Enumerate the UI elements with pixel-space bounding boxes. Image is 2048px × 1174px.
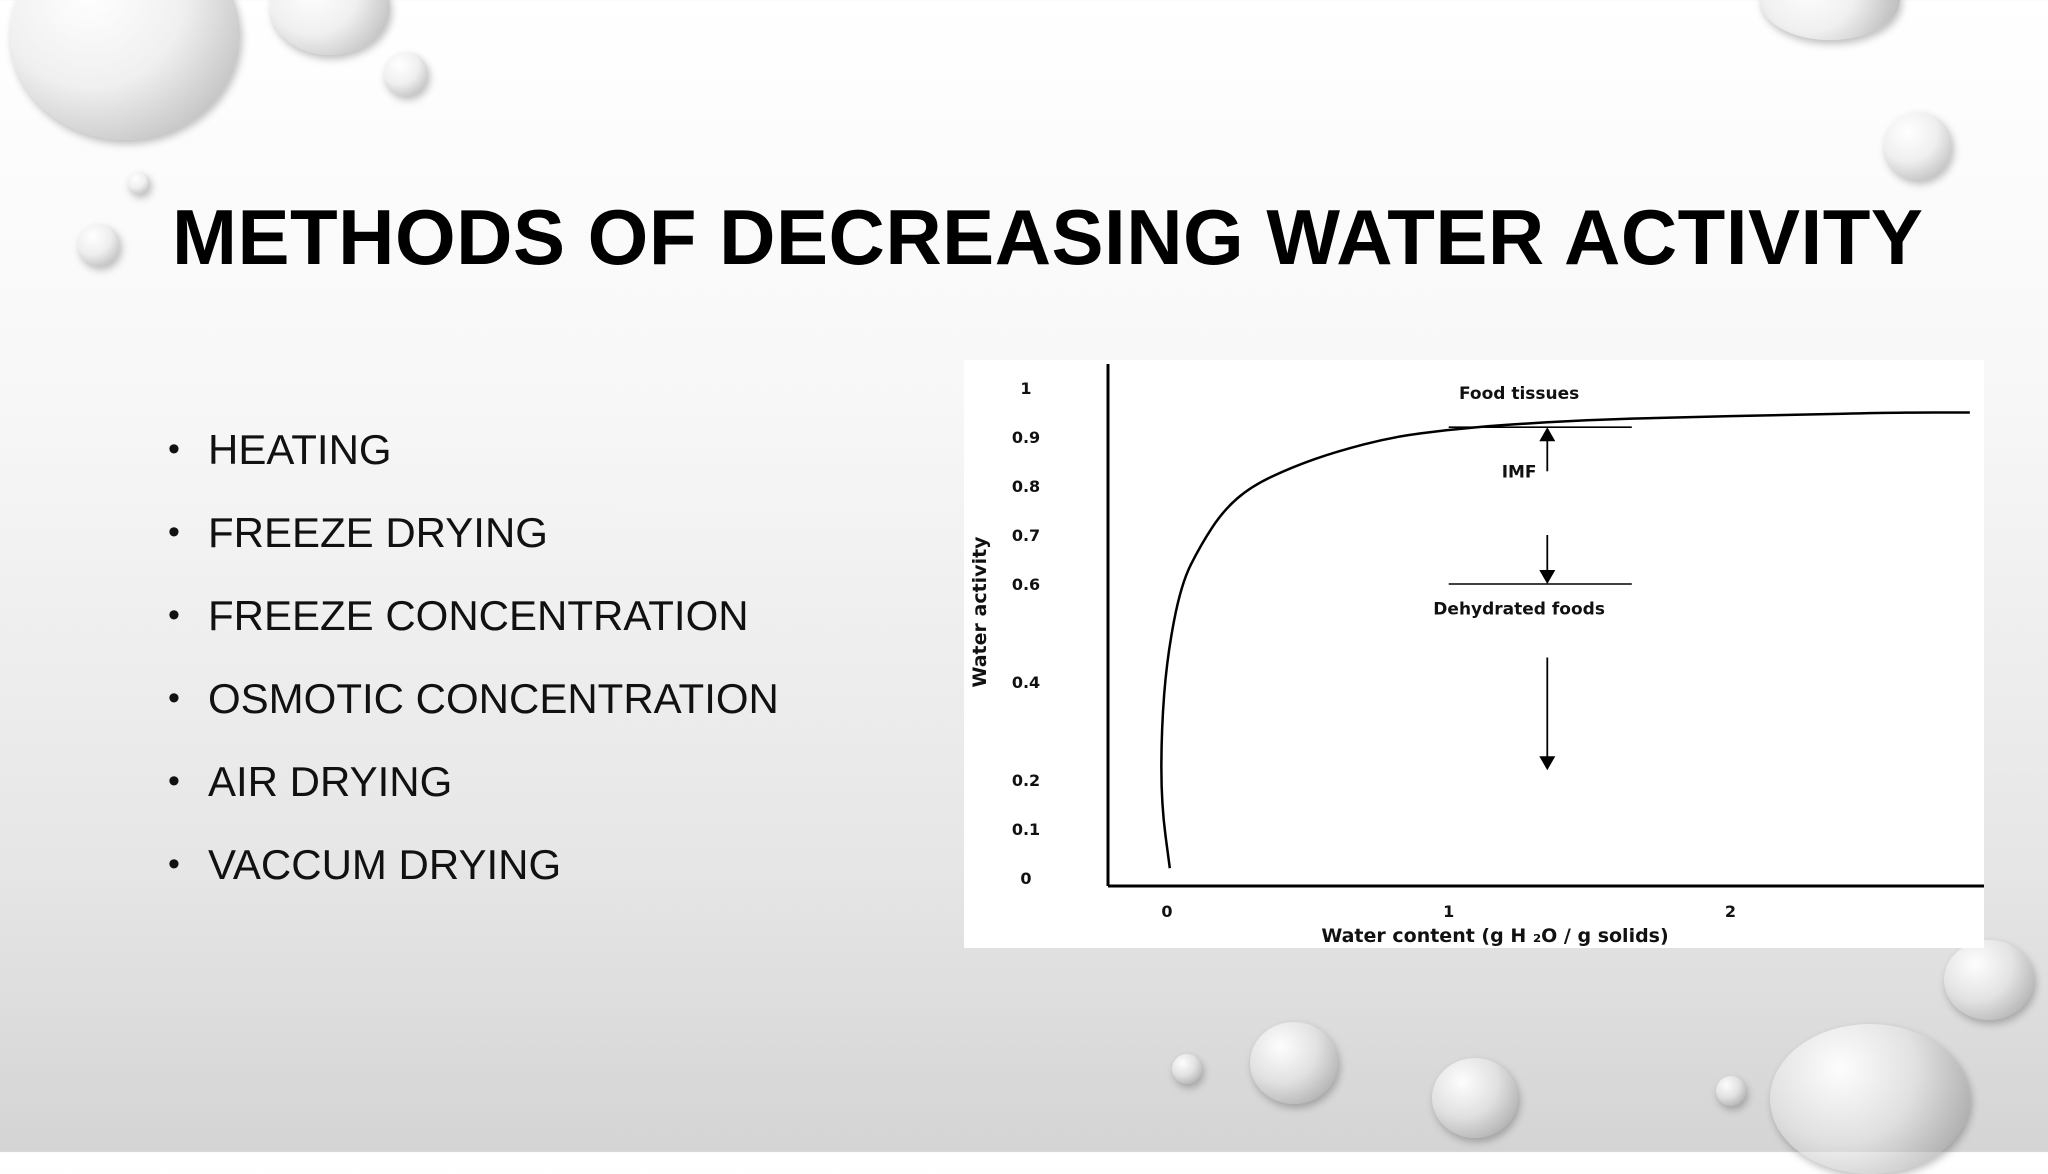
slide-title: METHODS OF DECREASING WATER ACTIVITY: [172, 193, 1924, 281]
bullet-item: • AIR DRYING: [168, 740, 779, 823]
y-tick-label: 0: [1020, 869, 1031, 888]
bullet-text: OSMOTIC CONCENTRATION: [208, 674, 779, 722]
water-drop-decoration: [270, 0, 390, 55]
chart-annotation: IMF: [1502, 462, 1537, 482]
bullet-item: • FREEZE CONCENTRATION: [168, 574, 779, 657]
y-tick-label: 0.2: [1012, 771, 1040, 790]
bullet-text: AIR DRYING: [208, 757, 453, 805]
arrow-head: [1539, 756, 1556, 771]
bullet-dot-icon: •: [168, 762, 180, 800]
arrow-head: [1539, 427, 1556, 442]
arrow-head: [1539, 570, 1556, 584]
chart-svg: 00.10.20.40.60.70.80.910123Food tissuesI…: [969, 364, 1984, 947]
water-drop-decoration: [1250, 1022, 1338, 1104]
x-tick-label: 1: [1443, 902, 1454, 921]
water-drop-decoration: [1770, 1024, 1970, 1174]
bullet-text: FREEZE CONCENTRATION: [208, 591, 749, 639]
bullet-item: • OSMOTIC CONCENTRATION: [168, 657, 779, 740]
bullet-item: • FREEZE DRYING: [168, 491, 779, 574]
water-drop-decoration: [1716, 1076, 1746, 1106]
chart-annotation: Dehydrated foods: [1433, 600, 1605, 620]
water-drop-decoration: [78, 224, 120, 266]
y-tick-label: 0.4: [1012, 673, 1040, 692]
bullet-dot-icon: •: [168, 513, 180, 551]
bullet-dot-icon: •: [168, 430, 180, 468]
water-drop-decoration: [1944, 940, 2034, 1020]
water-drop-decoration: [10, 0, 240, 140]
chart-annotation: Food tissues: [1459, 384, 1579, 404]
series-line: [1160, 411, 1970, 869]
chart-layer: 00.10.20.40.60.70.80.910123Food tissuesI…: [1012, 379, 1970, 921]
y-tick-label: 1: [1020, 379, 1031, 398]
water-drop-decoration: [128, 172, 150, 194]
y-tick-label: 0.1: [1012, 820, 1040, 839]
y-tick-label: 0.7: [1012, 526, 1040, 545]
y-tick-label: 0.8: [1012, 477, 1040, 496]
x-tick-label: 2: [1725, 902, 1736, 921]
bullet-list: • HEATING • FREEZE DRYING • FREEZE CONCENTR…: [168, 408, 779, 906]
bullet-text: HEATING: [208, 425, 392, 473]
water-drop-decoration: [1172, 1054, 1202, 1084]
water-drop-decoration: [1760, 0, 1900, 40]
bullet-item: • HEATING: [168, 408, 779, 491]
y-axis-label: Water activity: [969, 536, 991, 688]
bullet-dot-icon: •: [168, 845, 180, 883]
water-activity-chart: 00.10.20.40.60.70.80.910123Food tissuesI…: [964, 360, 1984, 948]
x-tick-label: 0: [1161, 902, 1172, 921]
water-drop-decoration: [1884, 112, 1952, 180]
water-drop-decoration: [384, 52, 428, 96]
water-drop-decoration: [1432, 1058, 1518, 1138]
y-tick-label: 0.6: [1012, 575, 1040, 594]
bullet-text: VACCUM DRYING: [208, 840, 562, 888]
bullet-dot-icon: •: [168, 679, 180, 717]
bullet-dot-icon: •: [168, 596, 180, 634]
x-axis-label: Water content (g H ₂O / g solids): [1321, 925, 1668, 947]
bullet-text: FREEZE DRYING: [208, 508, 548, 556]
y-tick-label: 0.9: [1012, 428, 1040, 447]
bullet-item: • VACCUM DRYING: [168, 823, 779, 906]
